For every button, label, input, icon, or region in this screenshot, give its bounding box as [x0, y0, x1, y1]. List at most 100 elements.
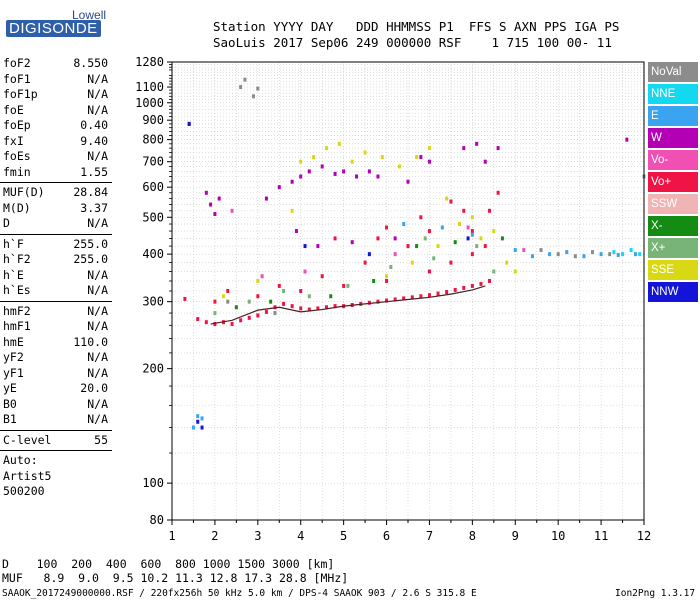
- virtual-height-trace: [210, 285, 486, 325]
- param-name: B1: [3, 412, 17, 426]
- data-point: [320, 274, 324, 279]
- data-point: [530, 254, 534, 259]
- data-point: [355, 174, 359, 179]
- data-point: [419, 294, 423, 299]
- data-point: [230, 208, 234, 213]
- param-row: B0 N/A: [0, 397, 112, 413]
- x-tick-label: 12: [637, 529, 651, 543]
- data-point: [204, 320, 208, 325]
- data-point: [462, 285, 466, 290]
- data-point: [376, 236, 380, 241]
- data-point: [213, 311, 217, 316]
- data-point: [629, 248, 633, 253]
- data-point: [320, 164, 324, 169]
- legend-item: X-: [648, 216, 698, 236]
- data-point: [556, 252, 560, 257]
- data-point: [256, 313, 260, 318]
- param-value: N/A: [87, 267, 108, 282]
- data-point: [380, 155, 384, 160]
- data-point: [290, 179, 294, 184]
- param-name: fxI: [3, 133, 24, 148]
- data-point: [470, 229, 474, 234]
- legend-item: NoVal: [648, 62, 698, 82]
- data-point: [234, 305, 238, 310]
- y-tick-label: 1280: [135, 55, 164, 69]
- data-point: [239, 318, 243, 323]
- data-point: [273, 311, 277, 316]
- data-point: [393, 236, 397, 241]
- data-point: [226, 299, 230, 304]
- data-point: [196, 414, 200, 419]
- param-value: N/A: [87, 71, 108, 86]
- legend-item: W: [648, 128, 698, 148]
- data-point: [333, 304, 337, 309]
- data-point: [282, 289, 286, 293]
- x-tick-label: 10: [551, 529, 565, 543]
- param-value: N/A: [87, 396, 108, 411]
- x-tick-label: 7: [426, 529, 433, 543]
- data-point: [213, 322, 217, 327]
- data-point: [423, 236, 427, 241]
- logo-lowell-text: Lowell: [72, 8, 107, 22]
- param-name: foE: [3, 102, 24, 117]
- data-point: [470, 252, 474, 257]
- data-point: [496, 190, 500, 195]
- data-point: [470, 283, 474, 288]
- data-point: [475, 141, 479, 146]
- data-point: [316, 244, 320, 249]
- data-point: [294, 229, 298, 234]
- param-row: foEp 0.40: [0, 118, 112, 134]
- data-point: [247, 315, 251, 320]
- data-point: [230, 322, 234, 327]
- param-row: yE 20.0: [0, 381, 112, 397]
- logo-digisonde-text: DIGISONDE: [6, 20, 101, 37]
- y-tick-label: 900: [142, 113, 164, 127]
- x-tick-label: 3: [254, 529, 261, 543]
- legend-item: Vo+: [648, 172, 698, 192]
- data-point: [316, 306, 320, 311]
- param-row: h`F2 255.0: [0, 252, 112, 268]
- data-point: [277, 185, 281, 190]
- data-point: [638, 252, 642, 257]
- data-point: [376, 174, 380, 179]
- data-point: [372, 278, 376, 283]
- data-point: [591, 250, 595, 255]
- data-point: [415, 155, 419, 160]
- autoscaling-info: Artist5: [3, 468, 52, 483]
- data-point: [264, 309, 268, 314]
- data-point: [226, 289, 230, 293]
- data-point: [466, 225, 470, 230]
- y-tick-label: 1100: [135, 80, 164, 94]
- data-point: [522, 248, 526, 253]
- autoscaling-info: Auto:: [3, 453, 38, 467]
- data-point: [350, 159, 354, 164]
- param-name: h`Es: [3, 283, 31, 297]
- param-name: MUF(D): [3, 185, 45, 199]
- param-row: hmE 110.0: [0, 335, 112, 351]
- data-point: [342, 283, 346, 288]
- param-name: foEp: [3, 118, 31, 132]
- param-value: 20.0: [80, 381, 108, 395]
- data-point: [256, 86, 260, 91]
- x-tick-label: 1: [168, 529, 175, 543]
- data-point: [462, 146, 466, 151]
- param-value: 255.0: [73, 252, 108, 266]
- param-separator: [0, 300, 112, 302]
- data-point: [200, 425, 204, 430]
- data-point: [513, 269, 517, 274]
- data-point: [427, 229, 431, 234]
- data-point: [342, 169, 346, 174]
- data-point: [427, 146, 431, 151]
- data-point: [612, 250, 616, 255]
- data-point: [548, 252, 552, 257]
- param-row: M(D) 3.37: [0, 201, 112, 217]
- version-text: Ion2Png 1.3.17: [615, 588, 696, 599]
- param-row: B1 N/A: [0, 412, 112, 428]
- legend-item: E: [648, 106, 698, 126]
- param-value: N/A: [87, 87, 108, 101]
- data-point: [363, 150, 367, 155]
- y-tick-label: 700: [142, 155, 164, 169]
- data-point: [427, 293, 431, 298]
- param-name: hmE: [3, 334, 24, 349]
- data-point: [196, 419, 200, 424]
